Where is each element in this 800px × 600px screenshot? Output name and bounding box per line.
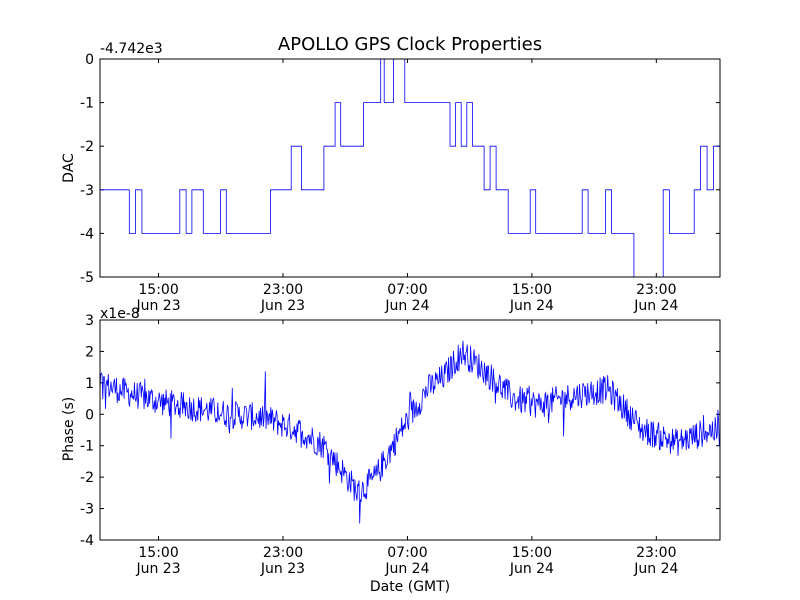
y-tick-label: 0 xyxy=(85,407,94,423)
y-tick-label: -1 xyxy=(80,96,94,112)
phase-panel: x1e-8 Phase (s) Date (GMT) 3 2 1 0 -1 -2 -3 -4 1… xyxy=(61,306,721,595)
series-line-phase xyxy=(99,340,721,524)
x-tick-time: 23:00 xyxy=(263,282,303,298)
x-tick-date: Jun 23 xyxy=(260,298,305,314)
y-tick-label: 2 xyxy=(85,344,94,360)
x-tick-time: 23:00 xyxy=(263,545,303,561)
x-tick-date: Jun 23 xyxy=(260,561,305,577)
y-tick-label: -3 xyxy=(80,183,94,199)
x-tick-date: Jun 23 xyxy=(135,561,180,577)
y-tick-label: -2 xyxy=(80,139,94,155)
x-tick-date: Jun 24 xyxy=(509,298,554,314)
y-tick-label: 3 xyxy=(85,313,94,329)
dac-axis-label: DAC xyxy=(61,153,77,183)
dac-axes-frame xyxy=(99,58,721,278)
phase-axis-label: Phase (s) xyxy=(61,397,77,461)
y-tick-label: -4 xyxy=(80,226,94,242)
x-tick-date: Jun 24 xyxy=(633,298,678,314)
y-tick-label: -4 xyxy=(80,533,94,549)
phase-offset-label: x1e-8 xyxy=(100,306,140,322)
x-tick-date: Jun 23 xyxy=(135,298,180,314)
y-tick-label: 0 xyxy=(85,52,94,68)
x-tick-time: 23:00 xyxy=(636,545,676,561)
x-tick-date: Jun 24 xyxy=(384,298,429,314)
x-tick-time: 15:00 xyxy=(512,545,552,561)
x-axis-label: Date (GMT) xyxy=(370,579,450,595)
x-tick-date: Jun 24 xyxy=(384,561,429,577)
y-tick-label: -1 xyxy=(80,439,94,455)
phase-axes-frame xyxy=(99,319,721,541)
series-line-dac xyxy=(100,58,720,278)
x-tick-date: Jun 24 xyxy=(633,561,678,577)
y-tick-label: -3 xyxy=(80,502,94,518)
dac-offset-label: -4.742e3 xyxy=(100,41,163,57)
chart-title: APOLLO GPS Clock Properties xyxy=(278,34,542,55)
y-tick-label: -2 xyxy=(80,470,94,486)
x-tick-time: 07:00 xyxy=(387,545,427,561)
x-tick-time: 07:00 xyxy=(387,282,427,298)
x-tick-time: 15:00 xyxy=(512,282,552,298)
dac-panel: APOLLO GPS Clock Properties -4.742e3 DAC… xyxy=(61,34,721,314)
x-tick-time: 23:00 xyxy=(636,282,676,298)
y-tick-label: 1 xyxy=(85,376,94,392)
x-tick-date: Jun 24 xyxy=(509,561,554,577)
x-tick-time: 15:00 xyxy=(138,282,178,298)
y-tick-label: -5 xyxy=(80,270,94,286)
x-tick-time: 15:00 xyxy=(138,545,178,561)
